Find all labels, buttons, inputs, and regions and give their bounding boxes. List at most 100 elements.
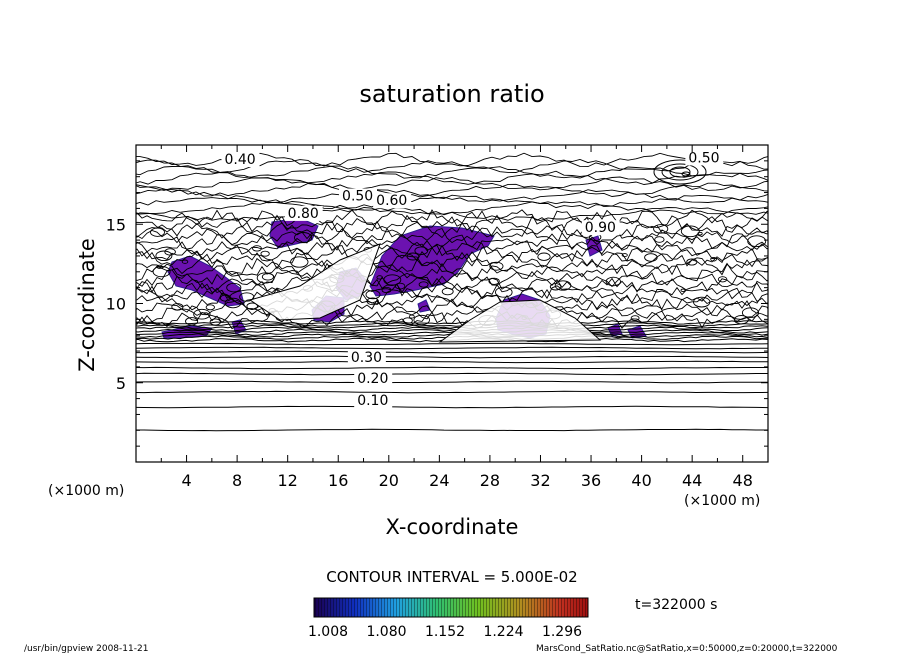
x-tick-label: 8 (232, 471, 242, 490)
contour-loop (489, 261, 504, 271)
contour-loop (710, 256, 717, 262)
clear-region (248, 243, 381, 321)
contour-loop (537, 252, 551, 261)
clear-region (438, 299, 602, 343)
x-axis-unit: (×1000 m) (684, 493, 760, 509)
contour-loop (224, 297, 242, 309)
contour-loop (239, 292, 255, 302)
contour-label-bg (373, 193, 412, 209)
y-tick-label: 10 (106, 295, 126, 314)
contour-line (136, 324, 768, 330)
x-tick-label: 28 (480, 471, 500, 490)
contour-loop (226, 282, 242, 293)
contour-label-bg (354, 392, 393, 408)
contour-line (136, 405, 768, 409)
contour-line (136, 366, 768, 370)
contour-label-bg (221, 152, 260, 168)
x-tick-label: 24 (429, 471, 449, 490)
contour-loop (630, 315, 640, 321)
contour-lines (136, 152, 768, 432)
contour-loop (605, 276, 621, 287)
colorbar: 1.008 1.080 1.152 1.224 1.296 (308, 597, 589, 640)
contour-label: 0.10 (357, 393, 388, 409)
contour-interval-text: CONTOUR INTERVAL = 5.000E-02 (326, 568, 577, 586)
contour-line (136, 346, 768, 350)
contour-loop (193, 308, 211, 320)
contour-loop (621, 253, 628, 258)
contour-line (136, 233, 768, 252)
contour-line (136, 194, 768, 210)
contour-label: 0.60 (376, 193, 407, 209)
contour-label: 0.80 (288, 206, 319, 222)
contour-line (136, 165, 768, 179)
colorbar-tick-label: 1.152 (425, 624, 465, 640)
contour-loop (680, 288, 686, 292)
contour-line (136, 182, 768, 198)
contour-loop (366, 297, 379, 306)
x-axis-label: X-coordinate (386, 515, 519, 539)
shaded-region (417, 299, 431, 313)
contour-label-bg (284, 205, 323, 221)
contour-loop (549, 283, 562, 291)
contour-label: 0.20 (357, 371, 388, 387)
chart-title: saturation ratio (359, 80, 544, 108)
contour-loop (413, 314, 430, 326)
x-tick-label: 4 (181, 471, 191, 490)
contour-loop (260, 250, 270, 257)
contour-loop (693, 296, 711, 308)
contour-line (136, 428, 768, 432)
contour-label-bg (347, 350, 386, 366)
x-tick-label: 44 (682, 471, 702, 490)
contour-loop (383, 274, 402, 286)
contour-line (136, 201, 768, 215)
contour-line (136, 257, 768, 276)
x-tick-label: 36 (581, 471, 601, 490)
contour-line (136, 342, 768, 346)
contour-line (136, 326, 768, 332)
colorbar-tick-label: 1.296 (542, 624, 582, 640)
contour-loop (441, 287, 454, 296)
contour-label-bg (581, 220, 620, 236)
contour-label-bg (685, 150, 724, 166)
contour-line (136, 176, 768, 191)
contour-line (136, 298, 768, 317)
time-label: t=322000 s (635, 597, 717, 613)
contour-loop (246, 302, 258, 310)
contour-loop (150, 227, 165, 237)
contour-line (136, 251, 768, 270)
contour-loop (488, 277, 500, 285)
colorbar-stripes (314, 598, 588, 617)
contour-loop (681, 171, 691, 177)
colorbar-tick-label: 1.008 (308, 624, 348, 640)
contour-line (136, 380, 768, 384)
contour-line (136, 355, 768, 359)
contour-loop (252, 245, 262, 252)
contour-line (136, 188, 768, 204)
contour-loop (256, 272, 275, 284)
y-tick-label: 15 (106, 215, 126, 234)
y-axis-unit: (×1000 m) (48, 483, 124, 499)
contour-label: 0.40 (224, 152, 255, 168)
contour-loop (152, 266, 171, 278)
contour-loop (406, 252, 420, 261)
x-tick-label: 20 (379, 471, 399, 490)
x-tick-label: 32 (530, 471, 550, 490)
contour-loop (661, 163, 699, 181)
contour-label: 0.50 (342, 188, 373, 204)
plot-content: 0.100.200.300.400.500.500.600.800.90 (136, 150, 768, 432)
contour-line (136, 322, 768, 328)
contour-loop (156, 264, 163, 269)
contour-loop (653, 224, 669, 234)
contour-line (136, 170, 768, 185)
contour-line (136, 328, 768, 334)
contour-loop (686, 258, 698, 266)
contour-loop (155, 250, 173, 262)
contour-loop (717, 276, 728, 283)
contour-loop (261, 273, 274, 281)
footer-right: MarsCond_SatRatio.nc@SatRatio,x=0:50000,… (536, 644, 838, 654)
contour-loop (653, 159, 707, 185)
contour-label-bg (354, 370, 393, 386)
contour-loop (741, 307, 760, 319)
